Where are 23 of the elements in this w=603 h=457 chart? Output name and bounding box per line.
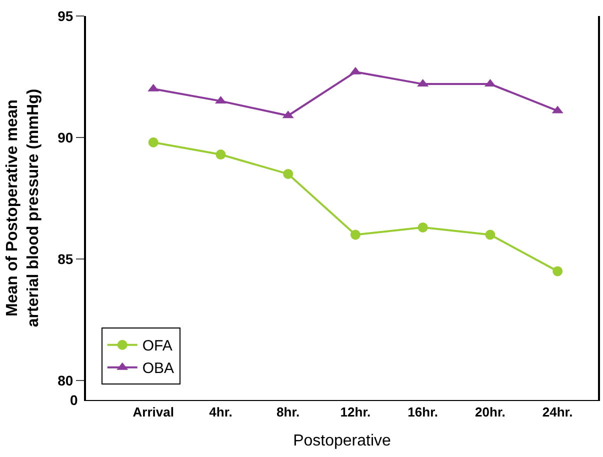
x-tick-label: 4hr.	[209, 404, 232, 420]
text: 0	[70, 392, 78, 408]
y-tick-label: 80	[58, 372, 74, 388]
y-tick-label: 90	[58, 129, 74, 146]
point	[418, 222, 428, 232]
y-tick-label: 95	[58, 8, 74, 24]
point	[283, 168, 294, 179]
point	[485, 230, 496, 240]
point	[552, 266, 563, 276]
x-tick-label: 20hr.	[475, 404, 506, 420]
x-tick-label: 16hr.	[408, 404, 438, 420]
x-axis-title: Postoperative	[293, 432, 392, 450]
point	[216, 150, 226, 160]
point	[350, 230, 360, 240]
y-axis-title: Mean of Postoperative mean arterial blood pressure (mmHg)	[4, 88, 42, 328]
x-tick-label: 8hr.	[276, 404, 300, 420]
legend-label: OFA	[142, 338, 172, 355]
point	[148, 137, 158, 148]
y-tick-label: 85	[58, 250, 74, 267]
x-tick-label: 24hr.	[542, 404, 573, 420]
x-tick-label: 12hr.	[340, 404, 371, 420]
legend-label: OBA	[142, 360, 174, 378]
x-tick-label: Arrival	[132, 404, 174, 420]
